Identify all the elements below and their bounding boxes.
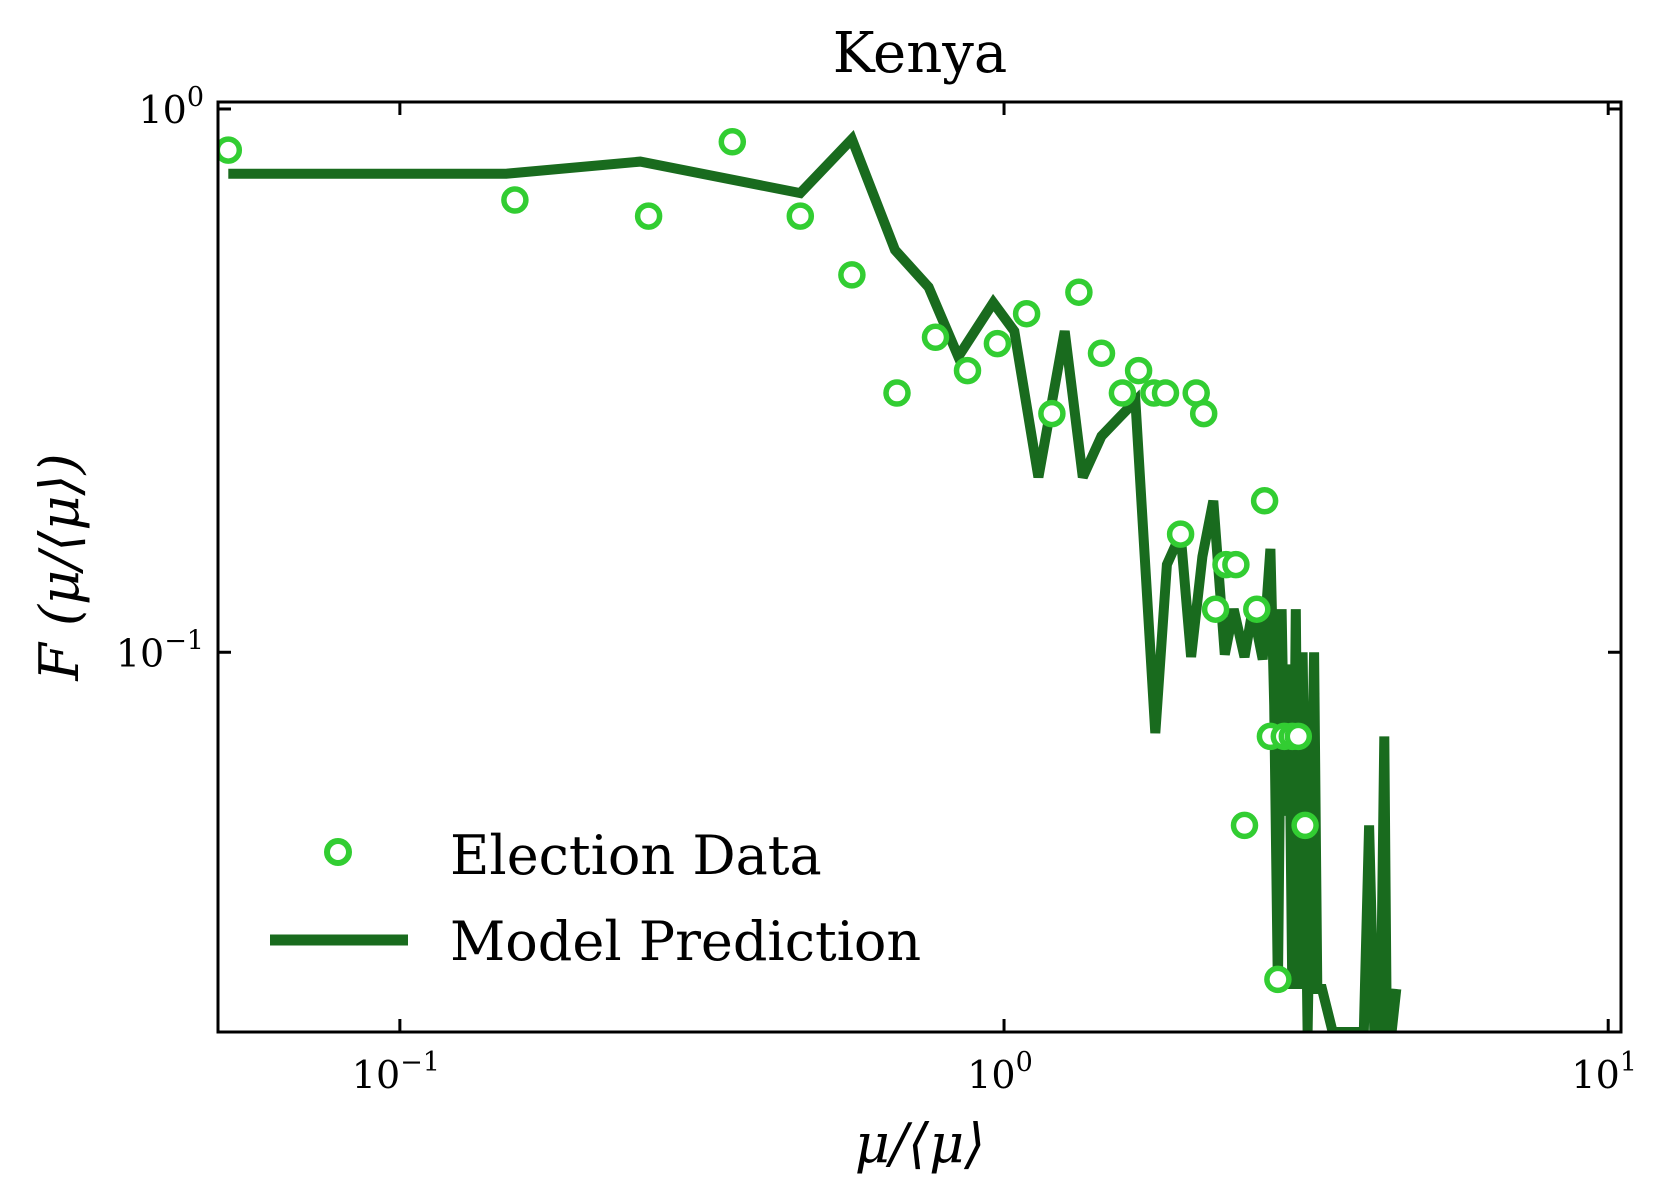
data-point-election-data <box>983 329 1012 358</box>
data-point-election-data <box>883 379 911 407</box>
data-point-election-data <box>634 202 663 230</box>
legend-label-model-prediction: Model Prediction <box>450 910 921 973</box>
x-tick-label: 100 <box>967 1047 1033 1097</box>
data-point-election-data <box>1124 356 1153 385</box>
data-point-election-data <box>1243 595 1271 623</box>
data-point-election-data <box>1151 379 1180 407</box>
y-tick-label: 10−1 <box>116 625 204 675</box>
data-point-election-data <box>1222 550 1250 579</box>
data-point-election-data <box>718 128 747 156</box>
data-point-election-data <box>1012 299 1041 328</box>
legend: Election Data Model Prediction <box>270 824 921 973</box>
data-point-election-data <box>1166 520 1195 548</box>
plot-frame <box>216 100 1623 1034</box>
data-point-election-data <box>1201 595 1230 623</box>
legend-marker-election-data <box>324 838 352 866</box>
data-point-election-data <box>1230 811 1259 840</box>
data-point-election-data <box>838 261 866 289</box>
data-point-election-data <box>1284 722 1313 751</box>
data-point-election-data <box>1291 811 1319 840</box>
data-point-election-data <box>921 323 950 352</box>
data-point-election-data <box>1250 487 1279 515</box>
data-point-election-data <box>1264 965 1292 994</box>
data-point-election-data <box>501 186 529 214</box>
data-point-election-data <box>1189 399 1218 428</box>
legend-label-election-data: Election Data <box>450 824 822 887</box>
series-line-model-prediction <box>228 129 1402 1032</box>
x-tick-label: 101 <box>1571 1047 1637 1097</box>
y-tick-label: 100 <box>138 82 204 132</box>
data-point-election-data <box>1038 399 1066 428</box>
x-tick-label: 10−1 <box>352 1047 440 1097</box>
data-point-election-data <box>1108 379 1137 407</box>
data-point-election-data <box>218 136 243 164</box>
data-point-election-data <box>953 356 982 385</box>
data-point-election-data <box>1065 278 1093 306</box>
chart-title: Kenya <box>833 21 1008 86</box>
data-point-election-data <box>1087 339 1116 368</box>
y-axis-label: F (μ/⟨μ⟩) <box>28 453 91 681</box>
x-axis-label: μ/⟨μ⟩ <box>855 1112 986 1175</box>
data-point-election-data <box>786 202 815 230</box>
